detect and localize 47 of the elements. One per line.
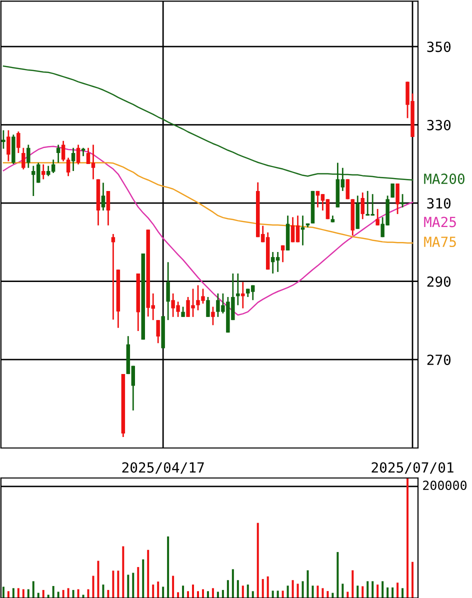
candlestick (181, 306, 185, 318)
x-tick-label: 2025/04/17 (122, 462, 204, 474)
candlestick (106, 190, 110, 226)
candlestick (236, 272, 240, 306)
candlestick (26, 144, 30, 169)
bar (266, 576, 269, 598)
y-tick-label: 310 (427, 198, 451, 209)
candlestick (156, 319, 160, 344)
candlestick (101, 182, 106, 212)
x-tick-label: 2025/07/01 (372, 462, 454, 474)
candlestick (360, 192, 364, 220)
y-tick-label: 350 (427, 42, 451, 52)
candlestick (390, 182, 394, 198)
candlestick (56, 144, 60, 164)
candlestick (206, 296, 210, 318)
series-label: MA25 (424, 216, 456, 228)
candlestick (6, 130, 10, 162)
candlestick (76, 144, 80, 166)
bar (112, 570, 114, 598)
series-label: MA200 (424, 174, 464, 184)
bar (132, 572, 134, 598)
candlestick (241, 281, 245, 310)
series-label: MA75 (424, 236, 456, 248)
bar (226, 580, 229, 598)
candlestick (41, 164, 46, 180)
candlestick (61, 140, 66, 162)
candlestick (16, 130, 20, 154)
bar (92, 576, 94, 598)
candlestick (376, 208, 380, 226)
candlestick (111, 233, 116, 320)
candlestick (396, 182, 400, 215)
candlestick (66, 157, 70, 177)
candlestick (2, 130, 6, 150)
candlestick (166, 261, 170, 321)
bar (246, 584, 249, 598)
y-tick-label: 270 (427, 354, 451, 366)
bar (402, 588, 404, 598)
y-tick-label: 290 (427, 276, 451, 287)
text: 200000 (423, 480, 467, 490)
candlestick (71, 147, 76, 172)
candlestick (211, 306, 215, 326)
candlestick (400, 193, 404, 208)
candlestick (22, 147, 26, 170)
candlestick (280, 244, 285, 263)
y-tick-label: 330 (427, 120, 451, 130)
bar (382, 581, 384, 598)
candlestick (346, 178, 350, 200)
